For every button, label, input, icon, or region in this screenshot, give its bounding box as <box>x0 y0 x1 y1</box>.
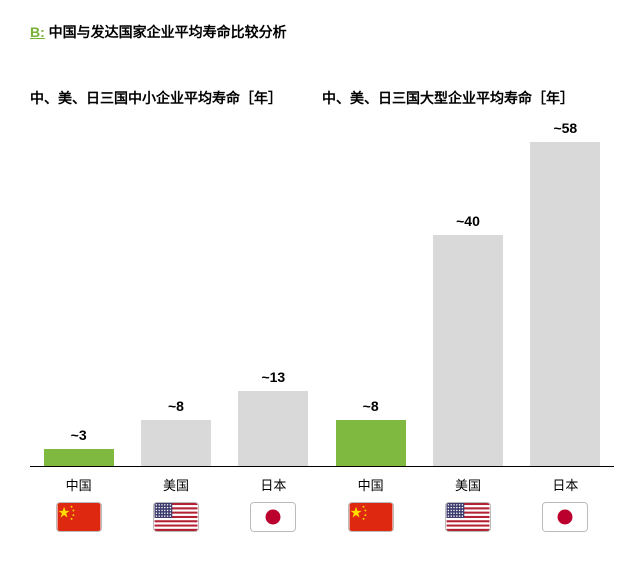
bar-slot: ~8 <box>322 120 419 466</box>
bar-slot: ~58 <box>517 120 614 466</box>
bar <box>44 449 114 466</box>
category-label: 美国 <box>455 475 481 494</box>
category-label: 美国 <box>163 475 189 494</box>
bar-value-label: ~40 <box>456 213 480 229</box>
chart-title: 中、美、日三国大型企业平均寿命［年］ <box>322 88 614 108</box>
bar-value-label: ~8 <box>363 398 379 414</box>
bar <box>433 235 503 466</box>
chart-large-enterprises: 中、美、日三国大型企业平均寿命［年］ ~8 ~40 ~58 中国 美国 日本 <box>322 88 614 532</box>
bar <box>238 391 308 466</box>
chart-xaxis: 中国 美国 日本 <box>30 475 322 532</box>
bar-slot: ~3 <box>30 120 127 466</box>
bar <box>530 142 600 466</box>
china-flag-icon <box>348 502 394 532</box>
bar-slot: ~13 <box>225 120 322 466</box>
chart-title: 中、美、日三国中小企业平均寿命［年］ <box>30 88 322 108</box>
usa-flag-icon <box>445 502 491 532</box>
category-label: 日本 <box>552 475 578 494</box>
japan-flag-icon <box>250 502 296 532</box>
chart-xaxis: 中国 美国 日本 <box>322 475 614 532</box>
category-label: 日本 <box>260 475 286 494</box>
chart-small-enterprises: 中、美、日三国中小企业平均寿命［年］ ~3 ~8 ~13 中国 美国 日本 <box>30 88 322 532</box>
xaxis-cell: 日本 <box>225 475 322 532</box>
chart-header: B: 中国与发达国家企业平均寿命比较分析 <box>0 0 640 42</box>
xaxis-cell: 中国 <box>30 475 127 532</box>
category-label: 中国 <box>66 475 92 494</box>
header-prefix: B: <box>30 24 45 40</box>
chart-plot: ~8 ~40 ~58 <box>322 120 614 467</box>
bar-value-label: ~13 <box>261 369 285 385</box>
category-label: 中国 <box>358 475 384 494</box>
xaxis-cell: 中国 <box>322 475 419 532</box>
chart-plot: ~3 ~8 ~13 <box>30 120 322 467</box>
xaxis-cell: 日本 <box>517 475 614 532</box>
xaxis-cell: 美国 <box>127 475 224 532</box>
bar <box>141 420 211 466</box>
bar-value-label: ~8 <box>168 398 184 414</box>
charts-row: 中、美、日三国中小企业平均寿命［年］ ~3 ~8 ~13 中国 美国 日本 中、美、日三… <box>0 88 640 532</box>
japan-flag-icon <box>542 502 588 532</box>
bar-slot: ~8 <box>127 120 224 466</box>
usa-flag-icon <box>153 502 199 532</box>
bar-value-label: ~58 <box>553 120 577 136</box>
china-flag-icon <box>56 502 102 532</box>
bar <box>336 420 406 466</box>
xaxis-cell: 美国 <box>419 475 516 532</box>
bar-slot: ~40 <box>419 120 516 466</box>
bar-value-label: ~3 <box>71 427 87 443</box>
header-title: 中国与发达国家企业平均寿命比较分析 <box>49 24 287 40</box>
